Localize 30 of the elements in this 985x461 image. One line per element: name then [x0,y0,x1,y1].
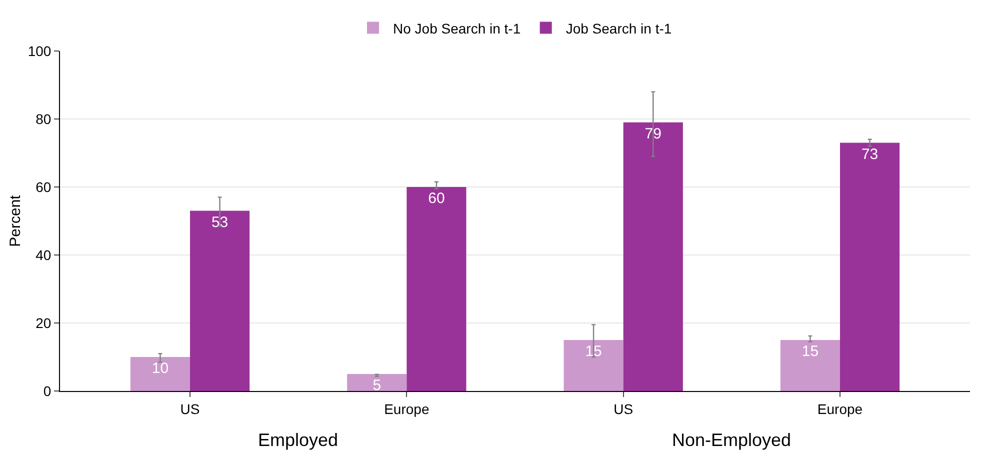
legend-label: No Job Search in t-1 [393,20,521,36]
data-label: 15 [802,343,819,360]
data-label: 60 [428,190,445,207]
y-tick-label: 40 [36,246,52,263]
x-tick-label: US [180,400,200,417]
bar [840,142,900,391]
x-tick-label: Europe [817,400,863,417]
bar [623,122,683,391]
bar [406,187,466,391]
data-label: 5 [372,377,382,394]
y-tick-label: 20 [36,314,52,331]
x-tick-label: Europe [384,400,430,417]
data-label: 79 [644,125,662,142]
x-tick-label: US [614,400,634,417]
data-label: 10 [152,360,169,377]
legend-label: Job Search in t-1 [566,20,672,36]
y-axis-title: Percent [7,194,24,247]
y-tick-label: 60 [36,178,52,195]
bar [780,340,840,391]
y-tick-label: 80 [36,110,52,127]
bar [190,210,250,391]
bar [130,357,190,391]
data-label: 53 [211,214,228,231]
text: Employed [258,430,338,450]
bar [347,374,407,391]
data-label: 73 [861,146,878,163]
y-tick-label: 0 [43,382,52,399]
y-tick-label: 100 [28,42,52,59]
bar [564,340,624,391]
text: Non-Employed [672,430,792,450]
